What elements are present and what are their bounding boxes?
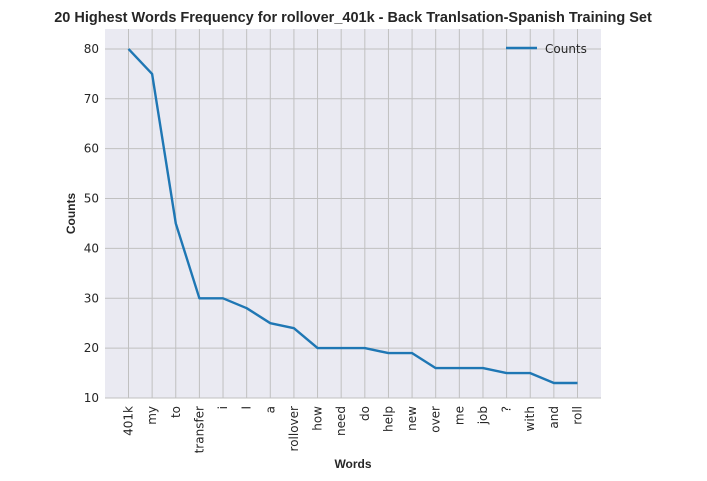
y-tick-label: 20 — [84, 341, 99, 355]
x-tick-label: 401k — [122, 406, 136, 436]
series-line-counts — [127, 48, 578, 385]
x-tick-label: me — [452, 406, 466, 425]
x-tick-label: job — [476, 406, 490, 425]
x-tick-label: and — [547, 406, 561, 429]
x-tick-label: to — [169, 406, 183, 418]
y-tick-label: 30 — [84, 291, 99, 305]
y-axis-label: Counts — [64, 193, 78, 235]
y-tick-label: 80 — [84, 42, 99, 56]
x-tick-label: I — [240, 406, 254, 410]
x-tick-label: my — [145, 406, 159, 425]
grid — [105, 29, 601, 399]
x-tick-label: help — [381, 406, 395, 432]
y-tick-label: 10 — [84, 391, 99, 405]
chart-title: 20 Highest Words Frequency for rollover_… — [54, 10, 652, 26]
y-tick-label: 50 — [84, 192, 99, 206]
x-tick-label: new — [405, 406, 419, 431]
x-tick-label: do — [358, 406, 372, 421]
x-tick-label: over — [429, 406, 443, 433]
x-tick-label: how — [311, 406, 325, 431]
x-tick-label: need — [334, 406, 348, 436]
legend: Counts — [506, 42, 587, 56]
x-tick-label: roll — [571, 406, 585, 425]
y-tick-label: 70 — [84, 92, 99, 106]
y-tick-label: 60 — [84, 142, 99, 156]
x-tick-label: rollover — [287, 406, 301, 452]
x-tick-label: transfer — [192, 406, 206, 453]
y-tick-label: 40 — [84, 241, 99, 255]
x-tick-label: ? — [500, 406, 514, 412]
legend-label: Counts — [545, 42, 587, 56]
x-tick-label: a — [263, 406, 277, 413]
x-tick-label: with — [523, 406, 537, 431]
series-layer — [127, 48, 578, 385]
plot-area — [105, 29, 601, 398]
y-axis-ticks: 10 20 30 40 50 60 70 80 — [84, 42, 99, 405]
x-tick-label: i — [216, 406, 230, 409]
x-axis-label: Words — [334, 457, 371, 471]
